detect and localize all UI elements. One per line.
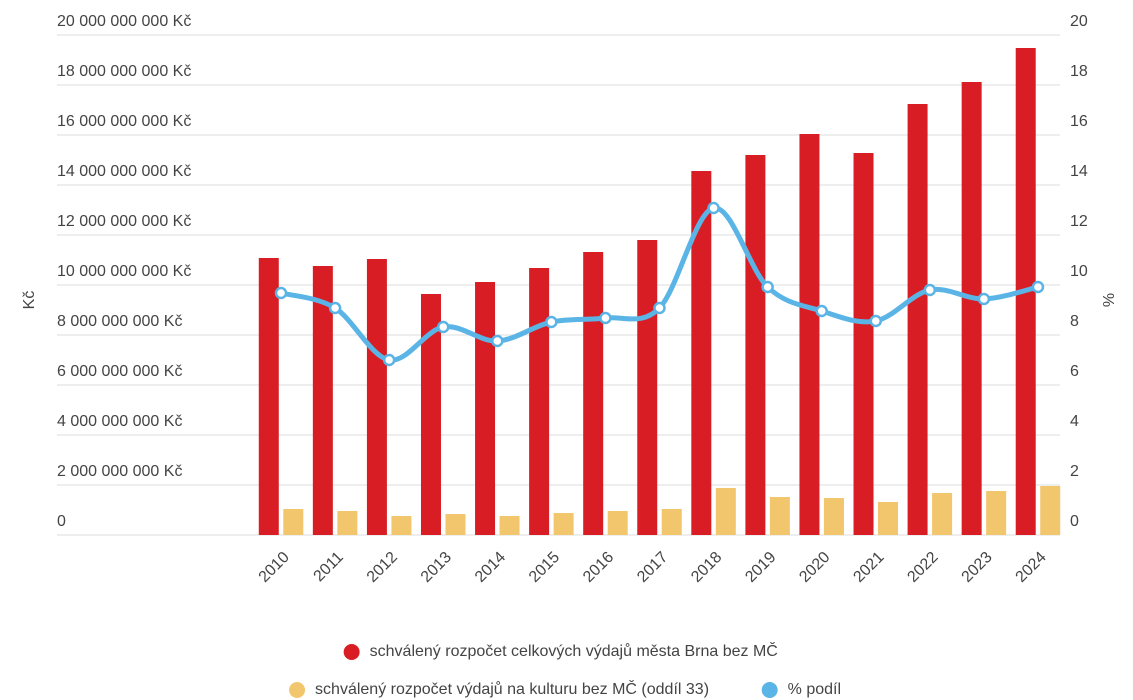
bar: [499, 516, 520, 535]
y2-tick-label: 12: [1070, 213, 1088, 230]
line-point: [761, 280, 774, 294]
y2-axis-title: %: [1101, 293, 1118, 307]
legend-swatch: [343, 644, 360, 660]
bar: [583, 252, 604, 535]
bar: [312, 266, 333, 535]
y-tick-label: 6 000 000 000 Kč: [57, 363, 182, 380]
bar: [1040, 486, 1061, 535]
bar: [475, 282, 496, 535]
legend-label: % podíl: [788, 681, 841, 698]
line-point: [274, 286, 288, 300]
x-tick-label: 2021: [850, 549, 887, 586]
x-tick-label: 2018: [688, 549, 725, 586]
bar: [769, 497, 790, 535]
y2-tick-label: 14: [1070, 163, 1088, 180]
bar: [661, 509, 682, 535]
bar: [932, 493, 953, 535]
x-tick-label: 2011: [311, 549, 347, 585]
bar: [258, 258, 279, 535]
y-axis-title: Kč: [21, 291, 38, 310]
bar: [637, 240, 658, 535]
line-point: [436, 320, 450, 334]
legend-swatch: [761, 682, 778, 698]
line-point: [815, 304, 828, 318]
y-tick-label: 18 000 000 000 Kč: [57, 63, 191, 80]
y2-tick-label: 18: [1070, 63, 1088, 80]
bar: [961, 82, 982, 535]
bar: [420, 294, 441, 535]
bar: [715, 488, 736, 535]
x-tick-label: 2016: [580, 549, 617, 586]
y-tick-label: 12 000 000 000 Kč: [57, 213, 191, 230]
y-tick-label: 0: [57, 513, 66, 530]
y2-tick-label: 16: [1070, 113, 1088, 130]
y-tick-label: 10 000 000 000 Kč: [57, 263, 191, 280]
bar: [283, 509, 304, 535]
line-point: [1031, 280, 1045, 294]
bar: [366, 259, 387, 535]
line-point: [545, 315, 558, 329]
x-tick-label: 2010: [256, 549, 293, 586]
bar: [691, 171, 712, 535]
legend-label: schválený rozpočet celkových výdajů měst…: [370, 641, 778, 660]
x-tick-label: 2023: [959, 549, 996, 586]
line-point: [977, 292, 991, 306]
bar: [553, 513, 574, 535]
line-point: [328, 301, 342, 315]
bar: [986, 491, 1007, 535]
x-tick-label: 2014: [472, 549, 509, 586]
y2-tick-label: 6: [1070, 363, 1079, 380]
x-tick-label: 2024: [1013, 549, 1050, 586]
y2-tick-label: 0: [1070, 513, 1079, 530]
x-tick-label: 2022: [904, 549, 941, 586]
y2-tick-label: 4: [1070, 413, 1079, 430]
y-tick-label: 14 000 000 000 Kč: [57, 163, 191, 180]
y-tick-label: 16 000 000 000 Kč: [57, 113, 191, 130]
bar: [529, 268, 550, 535]
x-tick-label: 2012: [364, 549, 401, 586]
line-point: [869, 314, 883, 328]
x-tick-label: 2015: [526, 549, 563, 586]
y-tick-label: 20 000 000 000 Kč: [57, 13, 191, 30]
y-tick-label: 4 000 000 000 Kč: [57, 413, 182, 430]
y2-tick-label: 2: [1070, 463, 1079, 480]
x-tick-label: 2019: [742, 549, 779, 586]
line-point: [599, 311, 612, 325]
line-point: [923, 283, 937, 297]
legend-label: schválený rozpočet výdajů na kulturu bez…: [315, 679, 709, 698]
line-point: [707, 201, 720, 215]
bar: [907, 104, 928, 535]
y-tick-label: 8 000 000 000 Kč: [57, 313, 182, 330]
line-point: [382, 353, 396, 367]
bar: [853, 153, 874, 535]
bar: [799, 134, 820, 535]
y2-tick-label: 8: [1070, 313, 1079, 330]
bar: [745, 155, 766, 535]
line-point: [491, 334, 504, 348]
x-tick-label: 2013: [418, 549, 455, 586]
bar: [823, 498, 844, 535]
x-tick-label: 2017: [634, 549, 671, 586]
bar: [878, 502, 899, 535]
y-tick-label: 2 000 000 000 Kč: [57, 463, 182, 480]
y2-tick-label: 10: [1070, 263, 1088, 280]
y2-tick-label: 20: [1070, 13, 1088, 30]
legend-swatch: [289, 682, 306, 698]
bar: [391, 516, 412, 535]
line: [280, 205, 1039, 363]
line-point: [653, 301, 666, 315]
x-tick-label: 2020: [796, 549, 833, 586]
bar: [337, 511, 358, 535]
bar: [445, 514, 466, 535]
bar: [607, 511, 628, 535]
